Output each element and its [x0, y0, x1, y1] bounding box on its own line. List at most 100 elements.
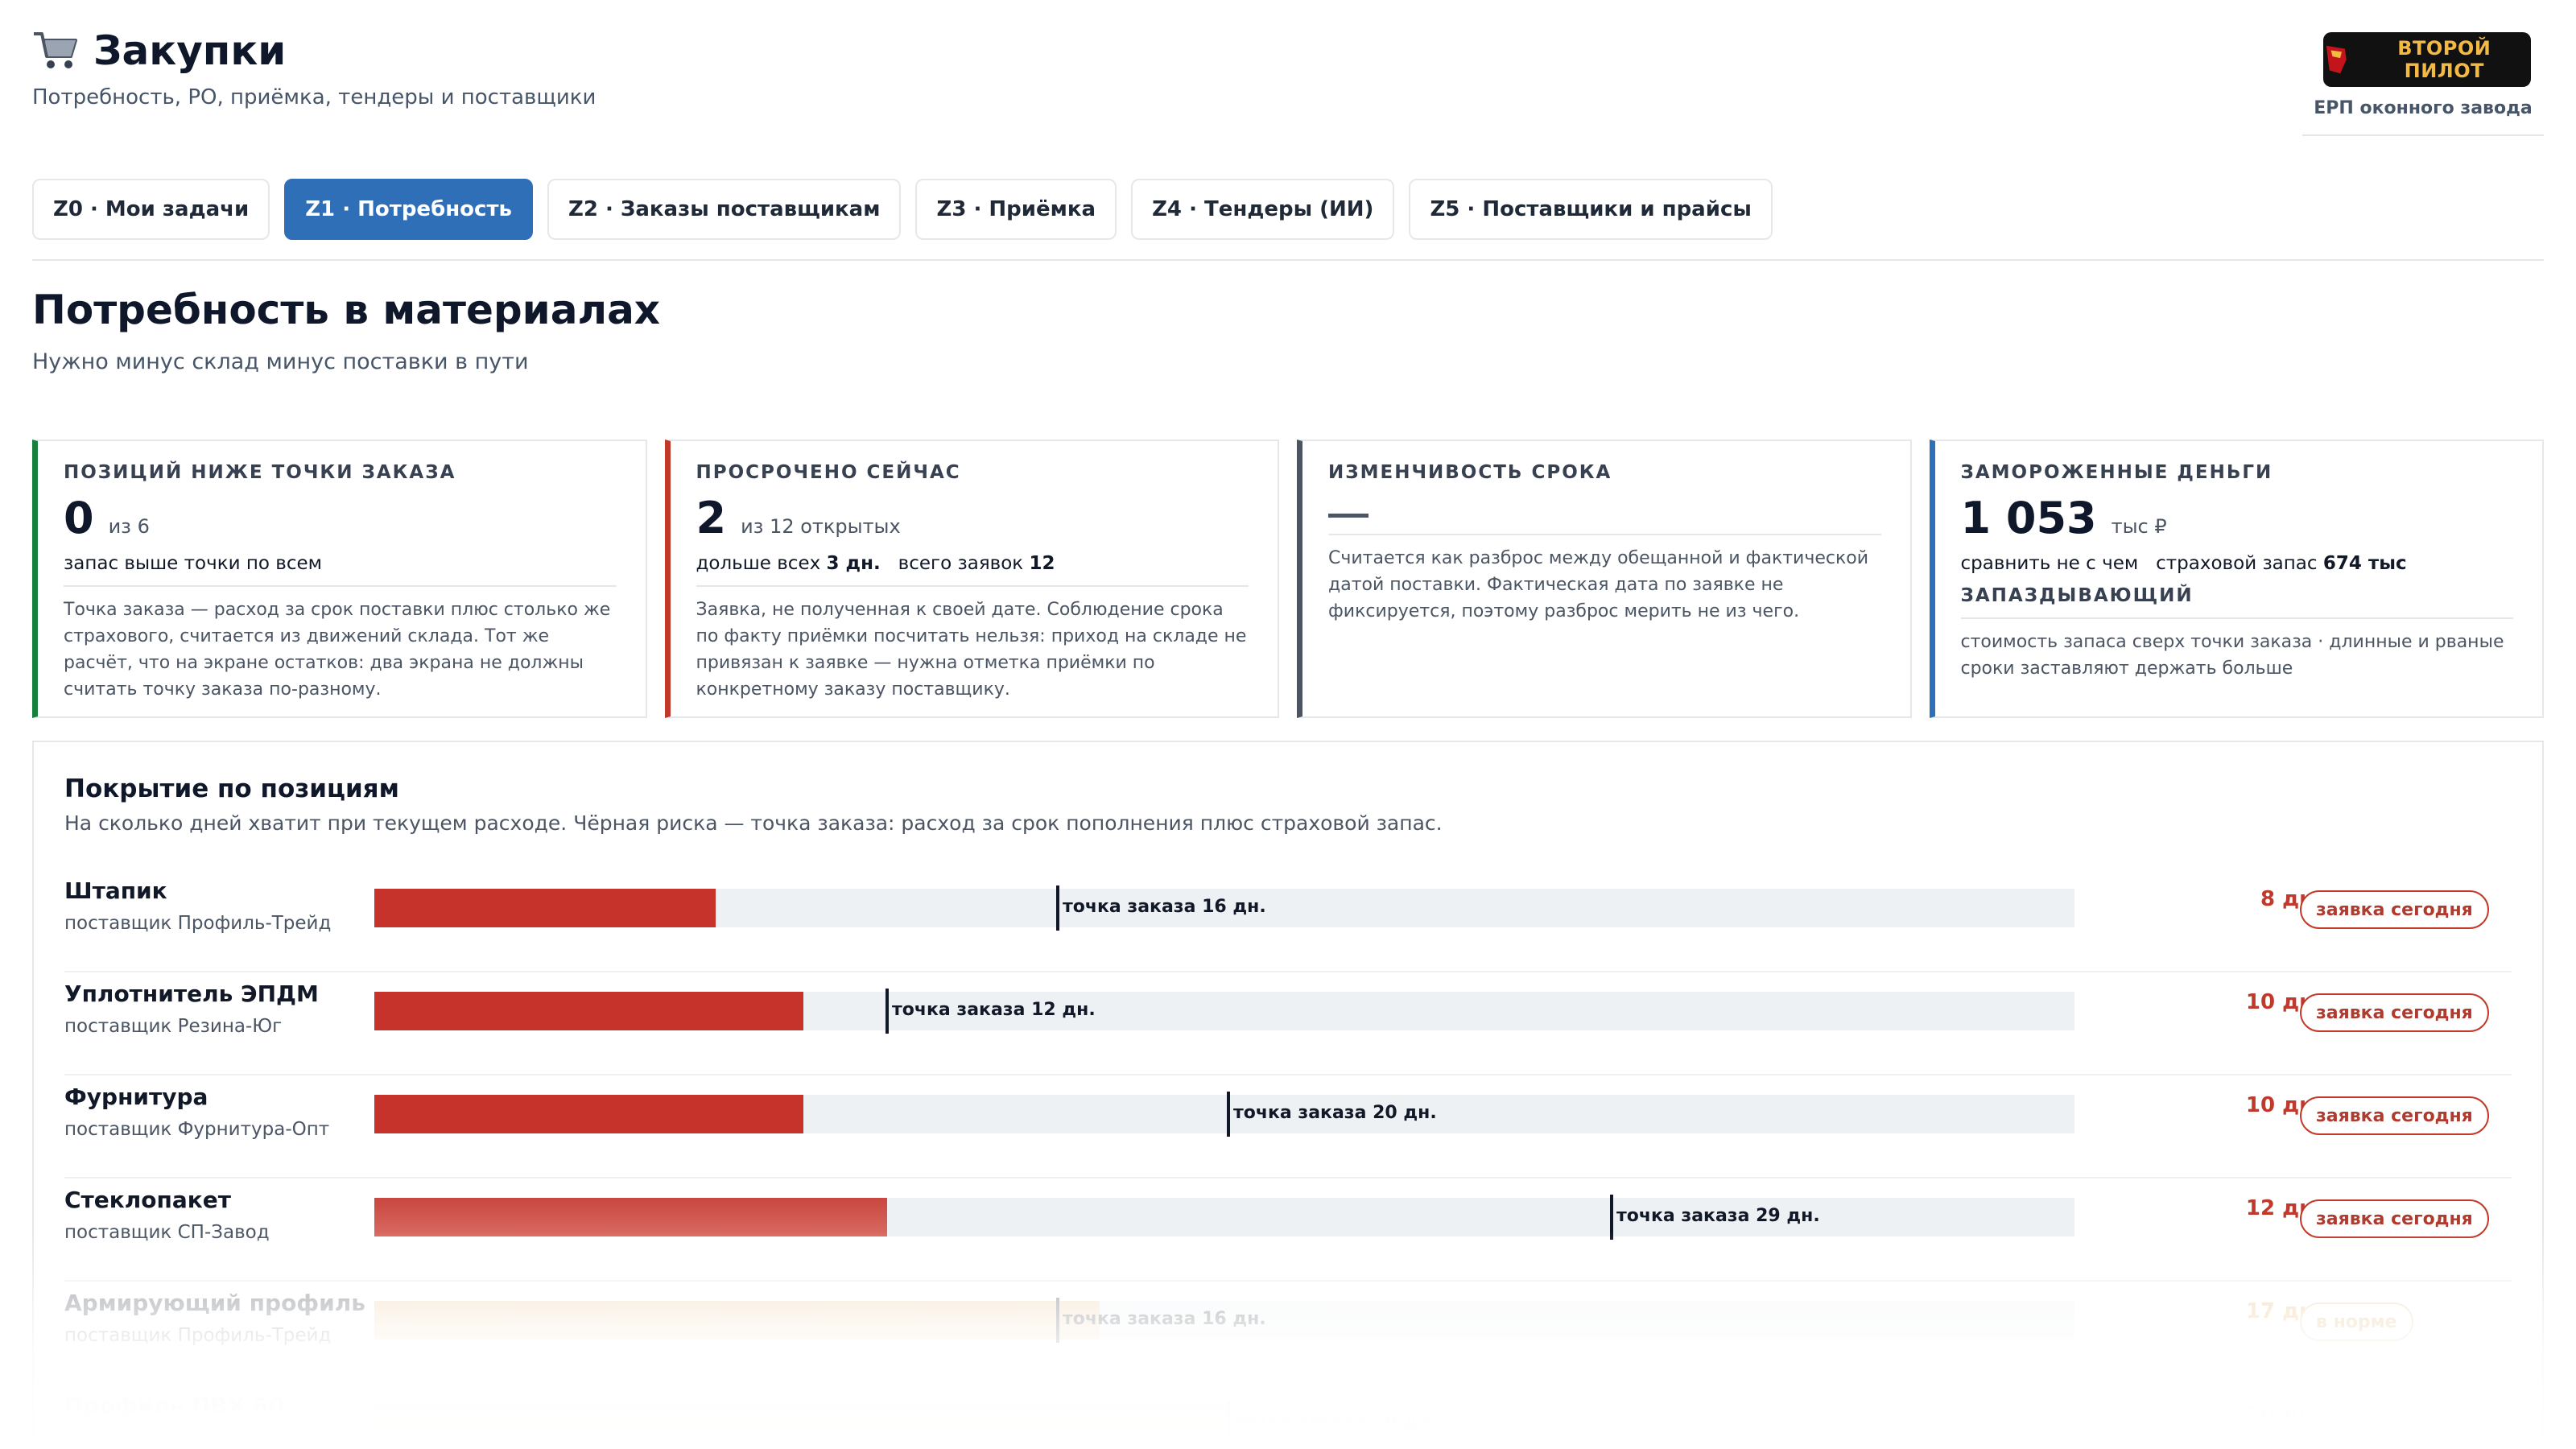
- coverage-bar: [374, 889, 716, 927]
- kpi-description: Точка заказа — расход за срок поставки п…: [64, 600, 611, 700]
- coverage-track: точка заказа 16 дн.: [374, 1298, 2074, 1343]
- status-badge[interactable]: заявка сегодня: [2300, 890, 2489, 929]
- kpi-line: дольше всех 3 дн. всего заявок 12: [696, 553, 1249, 574]
- status-badge[interactable]: заявка сегодня: [2300, 1096, 2489, 1135]
- kpi-longest-value: 3 дн.: [826, 553, 881, 574]
- status-badge[interactable]: в норме: [2300, 1406, 2413, 1444]
- app-title: Закупки: [32, 27, 286, 74]
- kpi-description: Считается как разброс между обещанной и …: [1328, 548, 1869, 621]
- shopping-cart-icon: [32, 29, 79, 72]
- table-row: Уплотнитель ЭПДМ поставщик Резина-Юг точка…: [64, 972, 2512, 1075]
- kpi-label: ПРОСРОЧЕНО СЕЙЧАС: [696, 462, 961, 483]
- tab-receiving[interactable]: Z3 · Приёмка: [915, 179, 1117, 240]
- status-badge[interactable]: в норме: [2300, 1302, 2413, 1341]
- reorder-point-marker: [886, 989, 889, 1034]
- table-row: Армирующий профиль поставщик Профиль-Трей…: [64, 1282, 2512, 1385]
- status-badge[interactable]: заявка сегодня: [2300, 1199, 2489, 1238]
- tab-supplier-orders[interactable]: Z2 · Заказы поставщикам: [547, 179, 902, 240]
- pilot-logo-icon: [2326, 45, 2347, 74]
- kpi-label: ЗАМОРОЖЕННЫЕ ДЕНЬГИ: [1960, 462, 2273, 483]
- coverage-bar: [374, 1198, 887, 1236]
- reorder-point-label: точка заказа 29 дн.: [1616, 1206, 1820, 1226]
- coverage-title: Покрытие по позициям: [64, 774, 399, 803]
- material-supplier: поставщик Профиль-Трейд: [64, 1325, 332, 1346]
- module-tabs: Z0 · Мои задачи Z1 · Потребность Z2 · За…: [32, 179, 1773, 240]
- reorder-point-label: точка заказа 12 дн.: [892, 1000, 1096, 1020]
- kpi-value: 2: [696, 493, 727, 543]
- kpi-safety-value: 674 тыс: [2322, 553, 2407, 574]
- kpi-sub-label: ЗАПАЗДЫВАЮЩИЙ: [1960, 585, 2194, 606]
- reorder-point-label: точка заказа 20 дн.: [1233, 1103, 1437, 1123]
- material-name: Профиль ПВХ 60: [64, 1393, 285, 1419]
- row-divider: [64, 1177, 2512, 1179]
- material-supplier: поставщик Профиль-Трейд: [64, 913, 332, 934]
- status-badge[interactable]: заявка сегодня: [2300, 993, 2489, 1032]
- reorder-point-marker: [1227, 1092, 1230, 1137]
- reorder-point-marker: [1056, 886, 1059, 931]
- kpi-description: стоимость запаса сверх точки заказа · дл…: [1960, 632, 2504, 679]
- coverage-bar: [374, 1301, 1100, 1340]
- kpi-value-note: тыс ₽: [2111, 515, 2167, 538]
- kpi-label: ПОЗИЦИЙ НИЖЕ ТОЧКИ ЗАКАЗА: [64, 462, 456, 483]
- kpi-frozen-money: ЗАМОРОЖЕННЫЕ ДЕНЬГИ 1 053 тыс ₽ сравнить…: [1929, 440, 2544, 718]
- kpi-divider: [1960, 617, 2513, 619]
- kpi-divider: [696, 585, 1249, 587]
- material-supplier: поставщик Фурнитура-Опт: [64, 1119, 330, 1140]
- kpi-overdue: ПРОСРОЧЕНО СЕЙЧАС 2 из 12 открытых дольш…: [664, 440, 1279, 718]
- coverage-track: точка заказа 29 дн.: [374, 1195, 2074, 1240]
- material-supplier: поставщик Резина-Юг: [64, 1016, 283, 1037]
- kpi-divider: [64, 585, 617, 587]
- app-header: Закупки Потребность, PO, приёмка, тендер…: [32, 24, 2544, 145]
- brand-logo[interactable]: ВТОРОЙ ПИЛОТ: [2323, 32, 2531, 87]
- tab-tenders[interactable]: Z4 · Тендеры (ИИ): [1131, 179, 1395, 240]
- reorder-point-label: точка заказа 20 дн.: [1233, 1412, 1437, 1432]
- material-supplier: поставщик СП-Завод: [64, 1222, 270, 1243]
- coverage-track: точка заказа 16 дн.: [374, 886, 2074, 931]
- table-row: Фурнитура поставщик Фурнитура-Опт точка за…: [64, 1075, 2512, 1179]
- kpi-lead-variability: ИЗМЕНЧИВОСТЬ СРОКА — Считается как разбр…: [1297, 440, 1912, 718]
- kpi-line: запас выше точки по всем: [64, 553, 322, 574]
- page-title: Потребность в материалах: [32, 287, 661, 333]
- kpi-longest-prefix: дольше всех: [696, 553, 821, 574]
- tab-my-tasks[interactable]: Z0 · Мои задачи: [32, 179, 270, 240]
- brand-caption: ЕРП оконного завода: [2314, 98, 2533, 118]
- tab-suppliers-prices[interactable]: Z5 · Поставщики и прайсы: [1409, 179, 1773, 240]
- table-row: Профиль ПВХ 60 точка заказа 20 дн. 20 дн. в…: [64, 1385, 2512, 1449]
- kpi-divider: [1328, 534, 1881, 535]
- kpi-total-value: 12: [1029, 553, 1055, 574]
- kpi-value: 0: [64, 493, 94, 543]
- brand-logo-text: ВТОРОЙ ПИЛОТ: [2397, 37, 2491, 82]
- kpi-value-note: из 12 открытых: [741, 515, 901, 538]
- tabs-divider: [32, 259, 2544, 261]
- coverage-bar: [374, 1404, 1228, 1443]
- table-row: Штапик поставщик Профиль-Трейд точка заказ…: [64, 869, 2512, 972]
- page-subtitle: Нужно минус склад минус поставки в пути: [32, 349, 529, 374]
- kpi-value: 1 053: [1960, 493, 2097, 543]
- reorder-point-marker: [1227, 1401, 1230, 1446]
- kpi-below-reorder: ПОЗИЦИЙ НИЖЕ ТОЧКИ ЗАКАЗА 0 из 6 запас в…: [32, 440, 647, 718]
- material-name: Армирующий профиль: [64, 1290, 365, 1316]
- brand-divider: [2302, 134, 2544, 136]
- kpi-safety-prefix: страховой запас: [2156, 553, 2318, 574]
- coverage-bar: [374, 992, 803, 1030]
- kpi-total-prefix: всего заявок: [898, 553, 1024, 574]
- coverage-panel: Покрытие по позициям На сколько дней хва…: [32, 741, 2544, 1449]
- material-name: Штапик: [64, 877, 167, 904]
- row-divider: [64, 1074, 2512, 1075]
- app-subtitle: Потребность, PO, приёмка, тендеры и пост…: [32, 85, 597, 109]
- kpi-value-note: из 6: [108, 515, 150, 538]
- reorder-point-label: точка заказа 16 дн.: [1063, 897, 1266, 917]
- material-name: Фурнитура: [64, 1084, 208, 1110]
- coverage-track: точка заказа 20 дн.: [374, 1092, 2074, 1137]
- kpi-compare-note: сравнить не с чем: [1960, 553, 2139, 574]
- kpi-description: Заявка, не полученная к своей дате. Собл…: [696, 600, 1247, 700]
- kpi-label: ИЗМЕНЧИВОСТЬ СРОКА: [1328, 462, 1612, 483]
- kpi-value-empty: —: [1328, 514, 1368, 518]
- material-name: Уплотнитель ЭПДМ: [64, 980, 319, 1007]
- reorder-point-marker: [1610, 1195, 1613, 1240]
- material-name: Стеклопакет: [64, 1187, 231, 1213]
- table-row: Стеклопакет поставщик СП-Завод точка заказ…: [64, 1179, 2512, 1282]
- coverage-bar: [374, 1095, 803, 1133]
- tab-demand[interactable]: Z1 · Потребность: [284, 179, 533, 240]
- row-divider: [64, 971, 2512, 972]
